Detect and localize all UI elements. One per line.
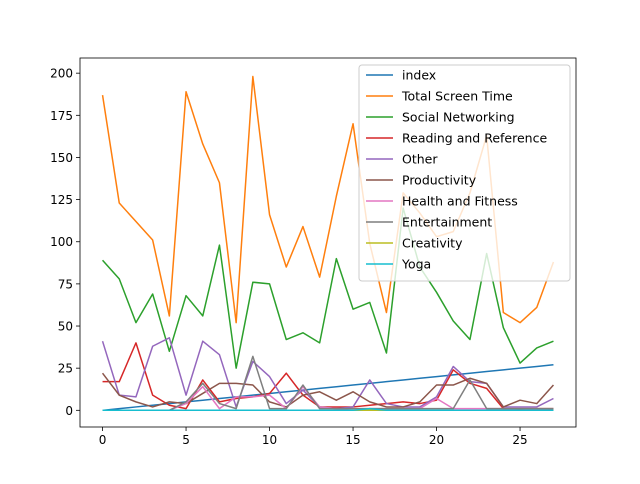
series-layer xyxy=(101,75,555,412)
legend-label-3: Reading and Reference xyxy=(402,131,547,146)
legend-label-2: Social Networking xyxy=(402,110,515,125)
series-line-5 xyxy=(101,372,555,408)
y-tick-label: 125 xyxy=(50,193,73,207)
y-tick-label: 75 xyxy=(58,277,73,291)
series-line-6 xyxy=(102,385,554,412)
y-tick-label: 150 xyxy=(50,151,73,165)
series-line-9 xyxy=(102,407,554,412)
legend-label-5: Productivity xyxy=(402,173,477,188)
y-tick-label: 0 xyxy=(65,404,73,418)
x-axis: 0 5 10 15 20 25 xyxy=(99,427,528,447)
x-tick-label: 0 xyxy=(99,433,107,447)
y-tick-label: 100 xyxy=(50,235,73,249)
legend-label-4: Other xyxy=(402,152,438,167)
x-tick-label: 15 xyxy=(345,433,360,447)
legend-label-0: index xyxy=(402,68,436,83)
y-tick-label: 50 xyxy=(58,320,73,334)
x-tick-label: 20 xyxy=(429,433,444,447)
legend-label-8: Creativity xyxy=(402,236,463,251)
y-tick-label: 25 xyxy=(58,362,73,376)
y-axis: 0 25 50 75 100 125 150 175 200 xyxy=(50,67,80,418)
series-line-7 xyxy=(102,355,554,412)
legend-label-7: Entertainment xyxy=(402,215,492,230)
y-tick-label: 200 xyxy=(50,67,73,81)
series-line-2 xyxy=(101,207,554,369)
legend-label-6: Health and Fitness xyxy=(402,194,518,209)
legend: index Total Screen Time Social Networking R… xyxy=(358,64,571,282)
x-tick-label: 5 xyxy=(182,433,190,447)
plot-frame xyxy=(79,57,577,428)
legend-label-9: Yoga xyxy=(401,257,431,272)
x-tick-label: 25 xyxy=(512,433,527,447)
y-tick-label: 175 xyxy=(50,109,73,123)
x-tick-label: 10 xyxy=(262,433,277,447)
legend-label-1: Total Screen Time xyxy=(401,89,513,104)
legend-box xyxy=(358,64,571,282)
